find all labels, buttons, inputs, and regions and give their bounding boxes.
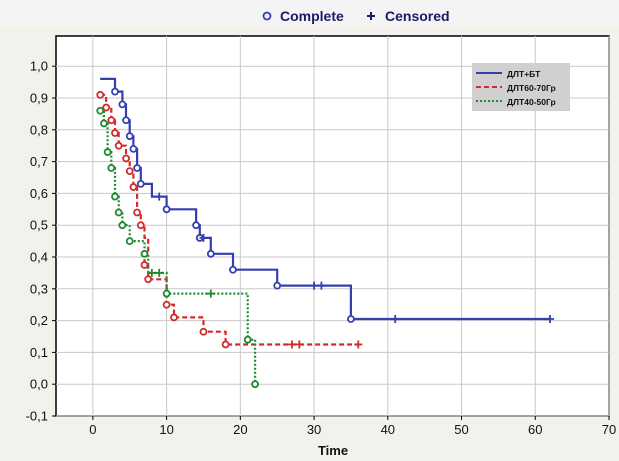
- y-tick-label: 0,6: [30, 186, 48, 201]
- x-tick-label: 40: [381, 422, 395, 437]
- x-tick-label: 30: [307, 422, 321, 437]
- series-1-complete-marker: [129, 183, 138, 191]
- series-2-complete-marker: [114, 208, 123, 217]
- x-axis-title: Time: [318, 443, 348, 456]
- series-0-complete-marker: [129, 144, 138, 153]
- series-1-censored-marker: [295, 340, 304, 349]
- series-legend: ДЛТ+БТ ДЛТ60-70Гр ДЛТ40-50Гр: [472, 63, 570, 111]
- series-0-complete-marker: [122, 116, 130, 125]
- series-markers: [96, 87, 555, 389]
- series-1-complete-marker: [133, 208, 142, 217]
- series-2-censored-marker: [206, 289, 215, 298]
- complete-legend-marker: [262, 11, 272, 21]
- series-0-censored-marker: [391, 315, 400, 324]
- y-tick-label: 0,2: [30, 313, 48, 328]
- y-tick-label: 0,4: [30, 250, 48, 265]
- x-tick-label: 0: [89, 422, 96, 437]
- series-2-complete-marker: [140, 249, 149, 258]
- series-1-censored-marker: [287, 340, 296, 349]
- top-legend: Complete Censored: [262, 8, 450, 24]
- y-tick-label: 0,9: [30, 91, 48, 106]
- series-2-complete-marker: [243, 335, 252, 344]
- series-2-complete-marker: [96, 106, 105, 115]
- series-1-complete-marker: [144, 275, 153, 284]
- y-tick-label: -0,1: [26, 409, 48, 424]
- series-0-complete-marker: [125, 132, 134, 141]
- series-1-complete-marker: [102, 103, 111, 112]
- x-tick-label: 50: [454, 422, 468, 437]
- series-1-complete-marker: [140, 261, 149, 269]
- series-1-complete-marker: [96, 90, 105, 99]
- series-0-censored-marker: [199, 233, 208, 242]
- series-0-complete-marker: [206, 249, 215, 258]
- y-tick-label: 0,1: [30, 345, 48, 360]
- series-1-complete-marker: [114, 141, 123, 150]
- series-1-complete-marker: [170, 313, 178, 322]
- series-0-complete-marker: [136, 179, 145, 188]
- header-band: [0, 0, 619, 26]
- series-0-complete-marker: [162, 205, 171, 214]
- complete-legend-label: Complete: [280, 8, 344, 24]
- series-2-censored-marker: [147, 268, 156, 277]
- series-0-censored-marker: [546, 315, 555, 324]
- series-2-complete-marker: [111, 192, 119, 201]
- series-1-complete-marker: [122, 154, 130, 163]
- series-2-censored-marker: [155, 268, 164, 277]
- series-1-complete-marker: [111, 129, 119, 137]
- series-0-complete-marker: [111, 87, 119, 96]
- series-1-complete-marker: [136, 221, 145, 230]
- series-0-censored-marker: [310, 281, 319, 290]
- y-tick-label: 0,0: [30, 377, 48, 392]
- series-2-complete-marker: [162, 289, 171, 298]
- series-1-complete-marker: [107, 116, 116, 125]
- y-tick-label: 0,7: [30, 154, 48, 169]
- series-0-complete-marker: [192, 221, 200, 230]
- series-2-complete-marker: [103, 148, 112, 156]
- series-1-censored-marker: [354, 340, 363, 349]
- series-2-complete-marker: [118, 221, 127, 230]
- series-1-complete-marker: [221, 340, 230, 349]
- legend-label-dlt-40-50: ДЛТ40-50Гр: [507, 97, 556, 107]
- censored-legend-label: Censored: [385, 8, 450, 24]
- series-1-complete-marker: [162, 300, 171, 309]
- series-0-censored-marker: [155, 192, 164, 201]
- legend-label-dlt-60-70: ДЛТ60-70Гр: [507, 83, 556, 93]
- series-0-complete-marker: [229, 265, 237, 274]
- x-tick-label: 60: [528, 422, 542, 437]
- series-0-complete-marker: [273, 281, 282, 290]
- y-tick-label: 0,5: [30, 218, 48, 233]
- series-2-complete-marker: [251, 380, 259, 389]
- y-tick-label: 0,8: [30, 122, 48, 137]
- series-0-complete-marker: [347, 315, 355, 323]
- x-tick-label: 20: [233, 422, 247, 437]
- series-0-censored-marker: [317, 281, 326, 290]
- axes: 0 10 20 30 40 50 60 70 -0,1 0,0 0,1 0,2 0,3 0,4 0,5 0,6…: [26, 59, 617, 437]
- x-tick-label: 10: [159, 422, 173, 437]
- series-0-complete-marker: [133, 164, 142, 172]
- censored-legend-marker: [367, 12, 375, 20]
- series-1-complete-marker: [125, 167, 134, 176]
- series-2-complete-marker: [107, 164, 116, 172]
- x-tick-label: 70: [602, 422, 616, 437]
- legend-label-dlt-bt: ДЛТ+БТ: [507, 69, 541, 79]
- y-tick-label: 1,0: [30, 59, 48, 74]
- series-2-complete-marker: [125, 237, 134, 246]
- y-tick-label: 0,3: [30, 281, 48, 296]
- series-1-complete-marker: [199, 327, 208, 336]
- series-0-complete-marker: [118, 100, 127, 109]
- series-2-complete-marker: [100, 119, 108, 128]
